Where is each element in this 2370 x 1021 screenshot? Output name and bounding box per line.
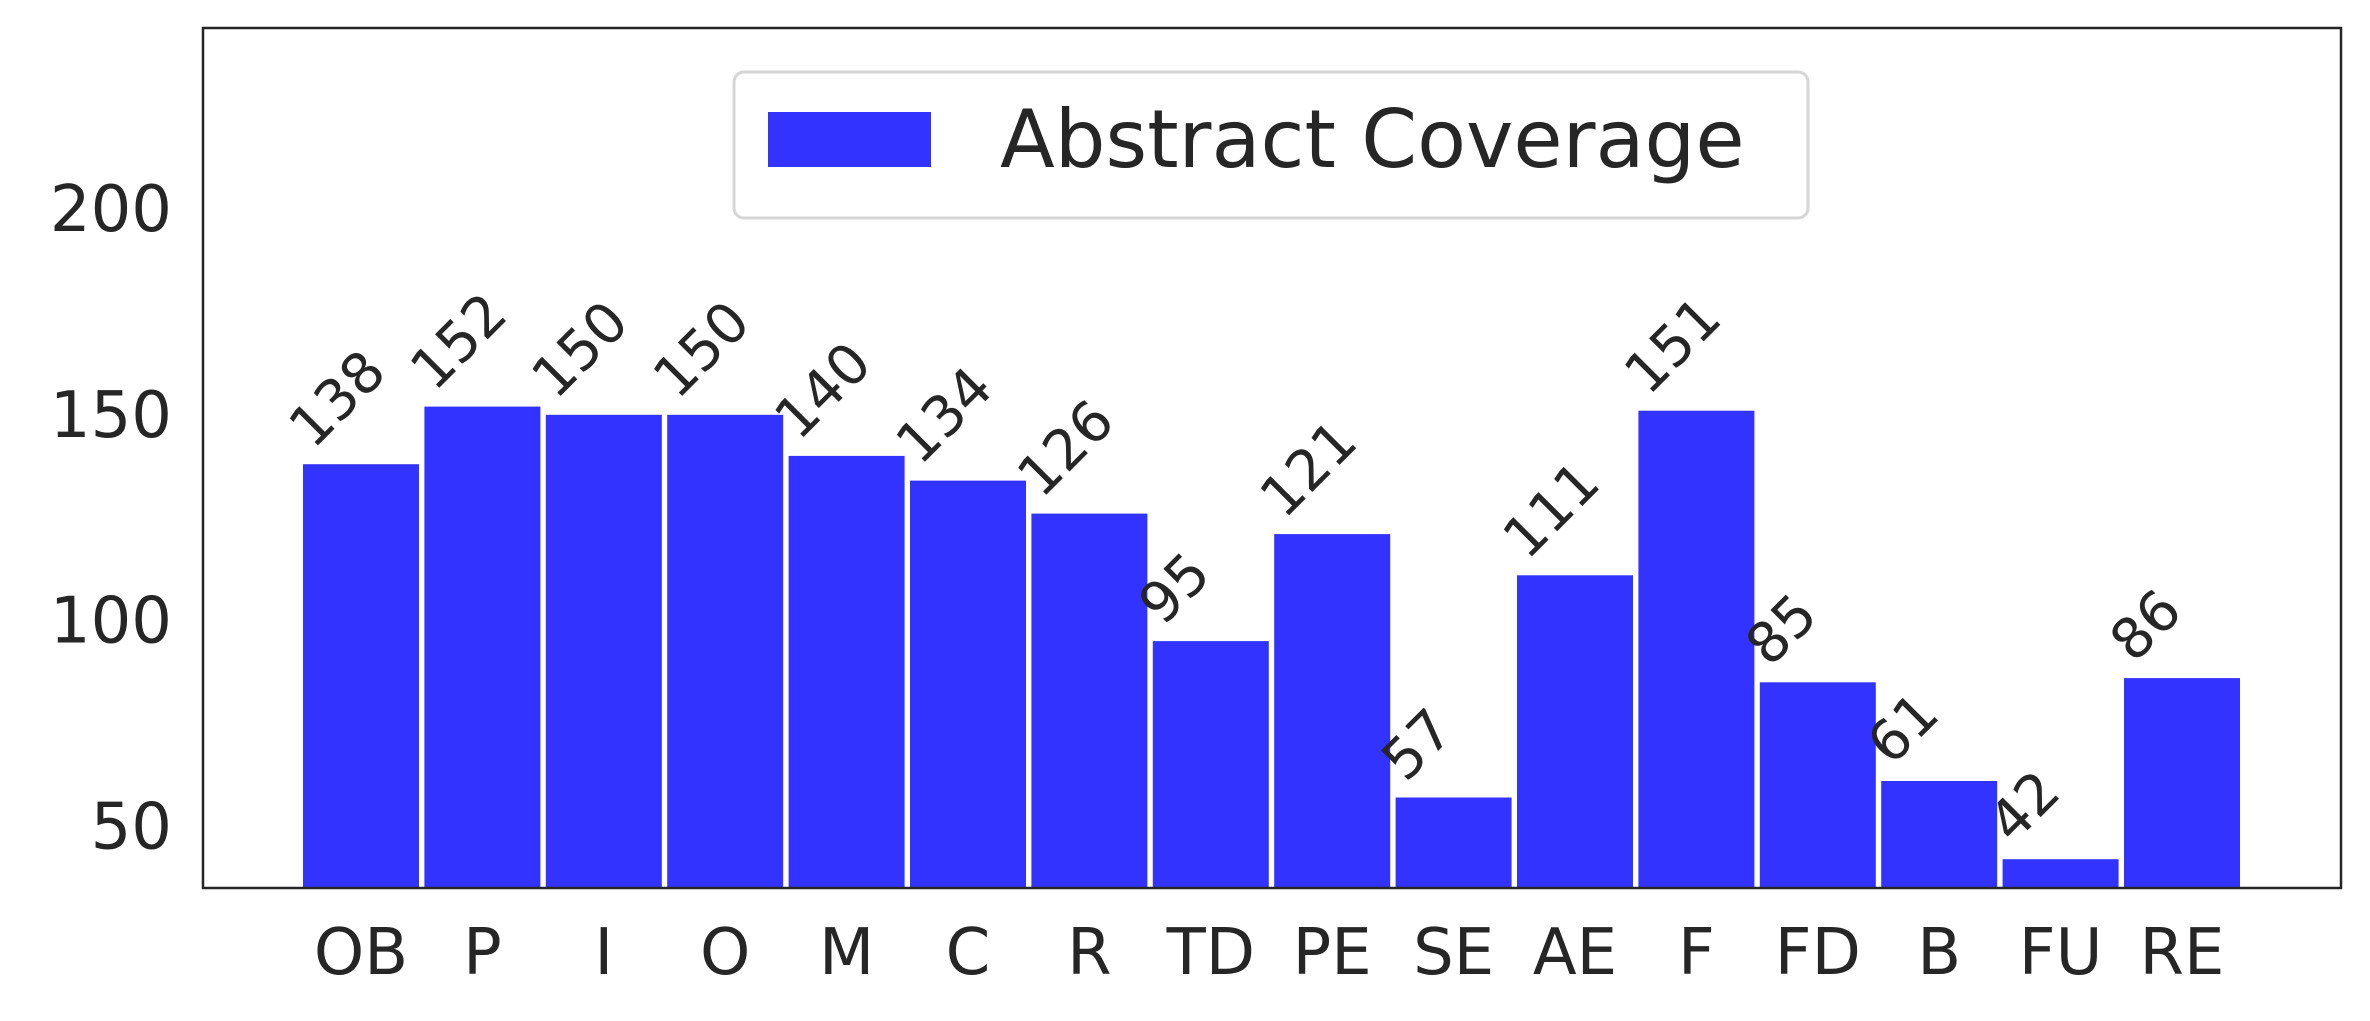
- bar-b: [1881, 781, 1998, 888]
- data-label-i: 150: [520, 289, 642, 411]
- legend-swatch: [768, 112, 931, 167]
- data-label-p: 152: [398, 281, 520, 403]
- bar-f: [1638, 410, 1755, 888]
- x-tick-ae: AE: [1533, 916, 1617, 990]
- data-label-pe: 121: [1248, 408, 1370, 530]
- bar-pe: [1274, 534, 1391, 888]
- x-tick-fd: FD: [1775, 916, 1861, 990]
- x-tick-td: TD: [1166, 916, 1255, 990]
- bar-fd: [1759, 682, 1876, 888]
- bar-o: [667, 414, 784, 888]
- bar-r: [1031, 513, 1148, 888]
- data-label-re: 86: [2098, 578, 2194, 674]
- y-tick-50: 50: [91, 790, 172, 864]
- data-label-f: 151: [1612, 285, 1734, 407]
- bar-re: [2124, 678, 2240, 888]
- bars-group: [303, 406, 2240, 888]
- x-tick-re: RE: [2140, 916, 2225, 990]
- legend-frame: [732, 70, 1810, 220]
- y-tick-150: 150: [50, 379, 172, 453]
- bar-ae: [1517, 575, 1633, 888]
- legend: Abstract Coverage: [732, 70, 1810, 220]
- x-tick-c: C: [946, 916, 991, 990]
- y-tick-100: 100: [50, 585, 172, 659]
- bar-se: [1395, 797, 1512, 888]
- bar-p: [424, 406, 541, 888]
- x-tick-p: P: [463, 916, 502, 990]
- x-tick-o: O: [700, 916, 750, 990]
- x-tick-se: SE: [1413, 916, 1494, 990]
- x-tick-labels: OB P I O M C R TD PE SE AE F FD B FU RE: [314, 916, 2225, 990]
- x-tick-b: B: [1917, 916, 1961, 990]
- x-tick-f: F: [1678, 916, 1715, 990]
- data-label-o: 150: [641, 289, 763, 411]
- data-label-ob: 138: [277, 339, 399, 461]
- plot-frame: [201, 26, 2343, 890]
- x-tick-pe: PE: [1293, 916, 1372, 990]
- x-tick-i: I: [594, 916, 613, 990]
- bar-td: [1152, 641, 1269, 888]
- y-tick-200: 200: [50, 173, 172, 247]
- bar-ob: [303, 464, 419, 888]
- x-tick-m: M: [819, 916, 874, 990]
- bar-c: [910, 480, 1026, 888]
- x-tick-r: R: [1067, 916, 1111, 990]
- bar-i: [545, 414, 662, 888]
- legend-label: Abstract Coverage: [1000, 93, 1745, 186]
- bar-fu: [2002, 859, 2119, 888]
- x-tick-ob: OB: [314, 916, 408, 990]
- bar-m: [788, 455, 905, 888]
- x-tick-fu: FU: [2019, 916, 2103, 990]
- y-tick-labels: 50 100 150 200: [50, 173, 172, 864]
- data-label-ae: 111: [1491, 450, 1613, 572]
